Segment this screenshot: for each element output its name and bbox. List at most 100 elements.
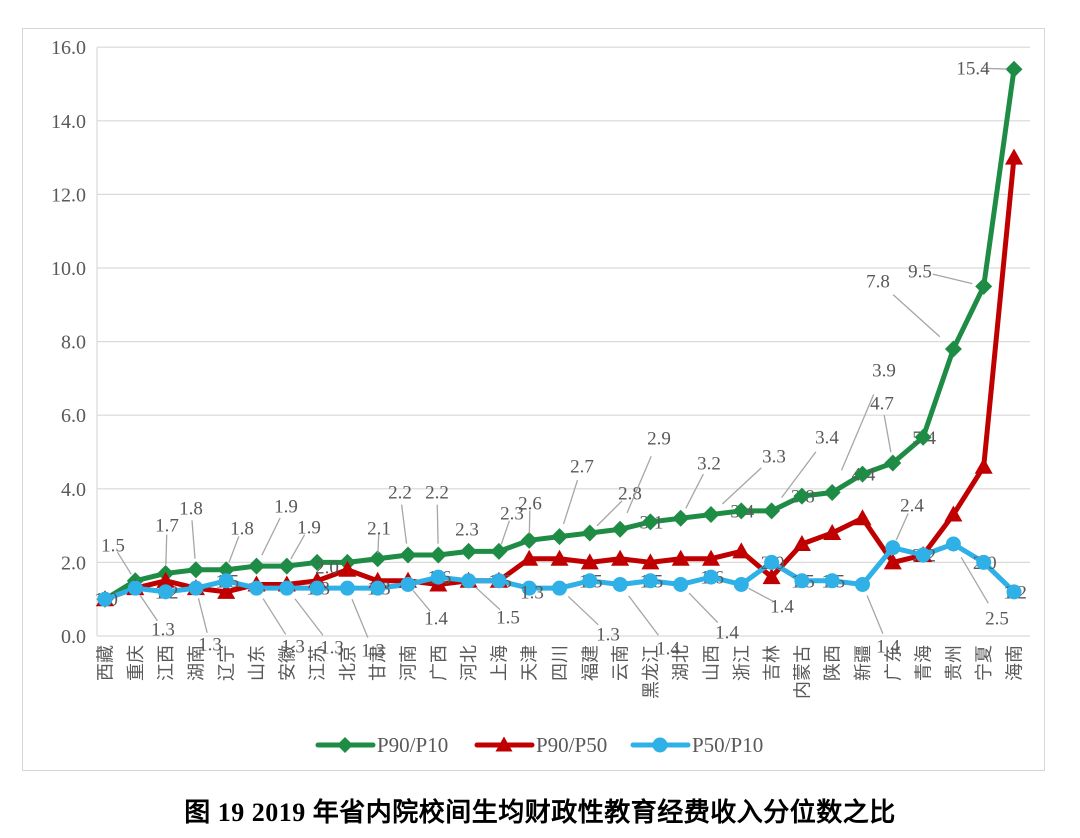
x-category-label: 湖北: [671, 645, 691, 681]
data-marker-diamond: [369, 550, 387, 568]
y-tick-label: 12.0: [51, 184, 86, 206]
x-category-label: 黑龙江: [641, 645, 661, 699]
data-label: 1.4: [715, 623, 739, 644]
data-marker-triangle: [611, 549, 630, 566]
x-category-label: 河北: [459, 645, 479, 681]
x-category-label: 上海: [489, 645, 509, 681]
legend-label: P90/P50: [536, 733, 607, 757]
data-marker-triangle: [580, 553, 599, 570]
data-marker-triangle: [338, 560, 357, 577]
data-marker-circle: [461, 573, 477, 589]
legend-item-p90-p50: P90/P50: [474, 733, 607, 757]
data-label: 2.9: [647, 429, 671, 450]
data-marker-triangle: [671, 549, 690, 566]
x-category-label: 山西: [702, 645, 722, 681]
label-leader-line: [721, 467, 762, 505]
x-category-label: 贵州: [944, 645, 964, 681]
data-label: 2.5: [985, 609, 1009, 630]
y-tick-label: 6.0: [61, 405, 86, 427]
data-marker-diamond: [429, 546, 447, 564]
data-label: 1.4: [656, 639, 680, 660]
data-label: 1.8: [230, 519, 254, 540]
label-leader-line: [197, 598, 208, 633]
legend: P90/P10 P90/P50 P50/P10: [315, 733, 763, 757]
x-category-label: 河南: [399, 645, 419, 681]
data-label: 15.4: [956, 59, 990, 80]
y-axis-tick-labels: 0.0 2.0 4.0 6.0 8.0 10.0 12.0 14.0 16.0: [51, 37, 86, 648]
x-axis-category-labels: 西藏 重庆 江西 湖南 辽宁 山东 安徽 江苏 北京 甘肃 河南 广西 河北 上海 天津 四川 福建 云南 黑龙江湖…: [96, 645, 1025, 699]
label-leader-line: [412, 590, 431, 612]
data-marker-diamond: [399, 546, 417, 564]
data-marker-circle: [673, 576, 689, 592]
label-leader-line: [596, 500, 623, 527]
data-marker-diamond: [490, 542, 508, 560]
x-category-label: 吉林: [762, 645, 782, 681]
series-markers-p50-p10: [97, 536, 1022, 607]
x-category-label: 西藏: [96, 645, 116, 681]
data-marker-diamond: [641, 513, 659, 531]
x-category-label: 江西: [156, 645, 176, 681]
x-category-label: 陕西: [823, 645, 843, 681]
data-marker-diamond: [914, 428, 932, 446]
data-label: 1.3: [596, 625, 620, 646]
label-leader-line: [748, 587, 775, 603]
data-marker-circle: [733, 576, 749, 592]
label-leader-line: [562, 479, 579, 525]
x-category-label: 湖南: [186, 645, 206, 681]
x-category-label: 广西: [429, 645, 449, 681]
data-marker-diamond: [217, 561, 235, 579]
x-category-label: 重庆: [126, 645, 146, 681]
label-leader-line: [781, 451, 817, 498]
label-leader-line: [685, 473, 704, 509]
legend-swatch-circle: [652, 737, 668, 753]
data-marker-diamond: [944, 340, 962, 358]
label-leader-line: [981, 67, 1007, 70]
x-category-label: 甘肃: [368, 645, 388, 681]
data-marker-diamond: [187, 561, 205, 579]
label-leader-line: [290, 534, 306, 560]
data-marker-diamond: [611, 520, 629, 538]
data-marker-diamond: [763, 502, 781, 520]
data-label: 2.2: [388, 483, 412, 504]
data-marker-circle: [127, 580, 143, 596]
data-marker-triangle: [823, 523, 842, 540]
data-label: 1.8: [179, 499, 203, 520]
label-leader-line: [294, 598, 324, 636]
data-marker-circle: [764, 554, 780, 570]
data-label: 9.5: [908, 262, 932, 283]
label-leader-line: [165, 534, 168, 565]
x-category-label: 四川: [550, 645, 570, 681]
data-marker-triangle: [641, 553, 660, 570]
x-category-label: 辽宁: [217, 645, 237, 681]
data-marker-triangle: [944, 505, 963, 522]
label-leader-line: [895, 513, 909, 541]
x-category-label: 内蒙古: [792, 645, 812, 699]
data-marker-circle: [249, 580, 264, 596]
x-category-label: 新疆: [853, 645, 873, 681]
data-marker-circle: [97, 591, 113, 607]
data-label: 1.9: [297, 518, 321, 539]
data-marker-triangle: [792, 535, 811, 551]
data-label: 2.1: [367, 519, 391, 540]
data-label: 2.3: [455, 520, 479, 541]
data-marker-circle: [945, 536, 961, 552]
x-category-label: 北京: [338, 645, 358, 681]
y-tick-label: 16.0: [51, 37, 86, 59]
data-label: 1.3: [281, 637, 305, 658]
data-label: 2.8: [618, 484, 642, 505]
data-marker-diamond: [854, 465, 871, 483]
y-tick-label: 10.0: [51, 258, 86, 280]
data-marker-circle: [824, 573, 840, 589]
data-label: 1.4: [876, 637, 900, 658]
label-leader-line: [892, 294, 941, 338]
x-category-label: 宁夏: [974, 645, 994, 681]
data-label: 1.3: [520, 583, 544, 604]
data-label: 1.9: [274, 497, 298, 518]
data-marker-triangle: [883, 553, 902, 570]
data-marker-circle: [855, 576, 870, 592]
data-label: 1.3: [361, 641, 385, 662]
x-category-label: 云南: [611, 645, 631, 681]
data-label: 2.6: [518, 494, 542, 515]
data-marker-triangle: [732, 542, 751, 559]
y-tick-label: 8.0: [61, 332, 86, 354]
